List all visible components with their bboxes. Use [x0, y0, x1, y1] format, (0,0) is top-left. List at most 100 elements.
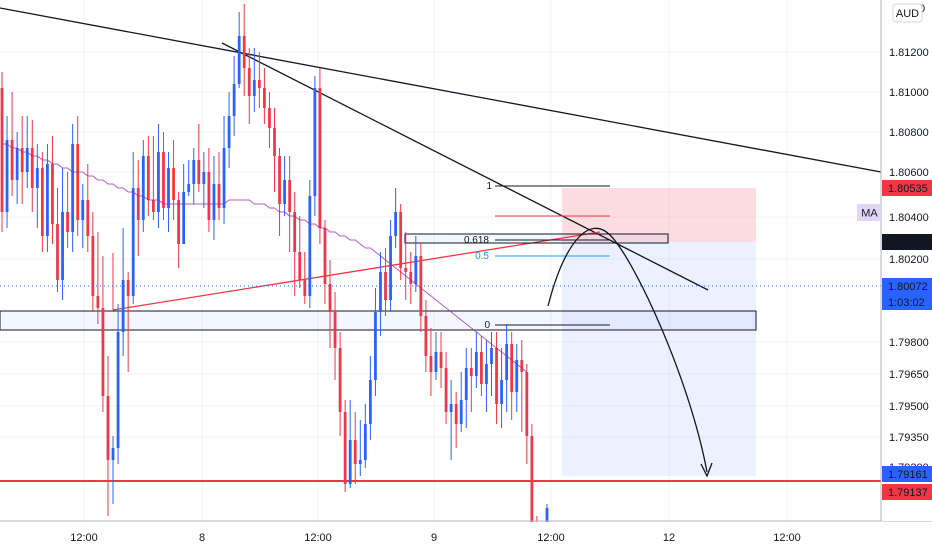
- candle-body: [25, 148, 29, 172]
- trend-line-upper: [0, 7, 882, 173]
- fib-level-label: 0.618: [464, 235, 489, 246]
- price-label: 1.79137: [888, 487, 928, 499]
- candle-body: [298, 252, 302, 280]
- candle-body: [10, 140, 14, 180]
- price-label: 1.80072: [888, 281, 928, 293]
- candle-body: [449, 404, 453, 412]
- price-label-bg: [882, 234, 932, 250]
- price-label-bg: [882, 278, 932, 294]
- candle-body: [394, 212, 397, 236]
- candle-body: [500, 380, 503, 404]
- candle-body: [348, 440, 352, 484]
- candle-body: [152, 200, 155, 212]
- candle-body: [469, 368, 473, 376]
- candle-body: [111, 448, 115, 460]
- trend-line-lower: [221, 42, 709, 291]
- candle-body: [379, 272, 382, 312]
- price-label: 1.79161: [888, 469, 928, 481]
- price-tick-label: 1.81000: [889, 87, 929, 99]
- candle-body: [328, 284, 332, 312]
- candle-body: [358, 460, 362, 464]
- candle-body: [247, 68, 251, 96]
- price-tick-label: 1.79800: [889, 337, 929, 349]
- candle-body: [308, 196, 312, 296]
- candle-body: [146, 156, 150, 200]
- candle-body: [424, 316, 428, 356]
- candle-body: [20, 148, 24, 172]
- candle-body: [116, 332, 120, 448]
- candle-body: [490, 348, 493, 364]
- candle-body: [207, 172, 211, 220]
- price-label-bg: [882, 180, 932, 196]
- candle-body: [278, 156, 281, 204]
- candle-body: [510, 344, 514, 392]
- candle-body: [515, 360, 519, 392]
- candle-body: [409, 272, 413, 284]
- price-axis[interactable]: 1.81200 1.81000 1.80800 1.80600 1.80400 1.802…: [857, 0, 932, 521]
- candle-body: [177, 200, 181, 244]
- candle-body: [172, 168, 175, 200]
- candle-body: [429, 356, 433, 372]
- price-label: 1.80278: [888, 237, 928, 249]
- price-tick-label: 1.81200: [889, 47, 929, 59]
- candle-body: [76, 144, 80, 220]
- projection-arrowhead: [700, 462, 713, 478]
- candle-body: [192, 160, 196, 184]
- candle-body: [35, 168, 39, 188]
- resistance-zone-box: [404, 233, 669, 244]
- candle-body: [434, 352, 438, 372]
- candle-body: [419, 256, 423, 316]
- candle-body: [46, 164, 49, 236]
- currency-label: AUD: [896, 8, 919, 20]
- price-tick-label: 1.80800: [889, 127, 929, 139]
- candle-body: [86, 200, 90, 236]
- candle-body: [313, 88, 317, 196]
- candle-body: [141, 156, 145, 220]
- candle-body: [71, 144, 75, 232]
- candle-body: [474, 352, 478, 376]
- candle-body: [0, 88, 4, 212]
- candle-body: [121, 280, 125, 332]
- candle-body: [81, 200, 85, 220]
- indicator-label: MA: [861, 208, 878, 220]
- candle-body: [157, 152, 160, 212]
- candle-body: [268, 108, 271, 128]
- price-tick-label: 1.79500: [889, 401, 929, 413]
- overlays: 1 0.618 0.5 0: [2, 143, 528, 373]
- time-axis[interactable]: 12:00 8 12:00 9 12:00 12 12:00: [0, 522, 932, 550]
- fib-level-label: 1: [486, 181, 492, 192]
- candle-body: [399, 212, 403, 268]
- candle-body: [237, 36, 241, 84]
- price-label: 1:03:02: [888, 297, 925, 309]
- candle-body: [444, 368, 448, 412]
- candle-body: [303, 280, 307, 296]
- price-tick-label: 1.79650: [889, 369, 929, 381]
- grid: [0, 0, 881, 521]
- candle-body: [197, 160, 201, 184]
- candle-body: [353, 440, 357, 464]
- drawings: [0, 7, 882, 482]
- price-tick-label: 1.80600: [889, 167, 929, 179]
- indicator-badge: [857, 204, 882, 221]
- candle-body: [187, 184, 191, 192]
- candle-body: [323, 228, 327, 284]
- candles: [0, 4, 549, 550]
- candle-body: [530, 436, 534, 524]
- candle-body: [520, 360, 524, 372]
- price-axis-bg: [882, 0, 932, 521]
- candle-body: [338, 348, 342, 412]
- candle-body: [283, 180, 286, 204]
- time-tick-label: 12:00: [304, 532, 332, 544]
- time-tick-label: 12:00: [70, 532, 98, 544]
- time-axis-bg: [0, 522, 932, 550]
- demand-zone-box: [0, 310, 757, 331]
- position-zones: [562, 188, 756, 476]
- candle-body: [363, 424, 367, 460]
- candle-body: [167, 168, 170, 208]
- candle-body: [40, 168, 44, 236]
- candle-body: [525, 372, 529, 436]
- candle-body: [368, 380, 372, 424]
- candle-body: [232, 84, 236, 116]
- time-tick-label: 8: [199, 532, 205, 544]
